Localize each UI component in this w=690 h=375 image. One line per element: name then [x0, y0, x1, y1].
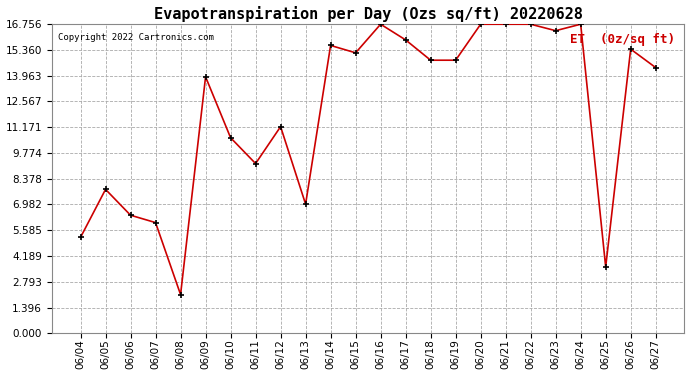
Title: Evapotranspiration per Day (Ozs sq/ft) 20220628: Evapotranspiration per Day (Ozs sq/ft) 2…	[154, 6, 582, 21]
Text: ET  (0z/sq ft): ET (0z/sq ft)	[570, 33, 675, 46]
Text: Copyright 2022 Cartronics.com: Copyright 2022 Cartronics.com	[58, 33, 214, 42]
